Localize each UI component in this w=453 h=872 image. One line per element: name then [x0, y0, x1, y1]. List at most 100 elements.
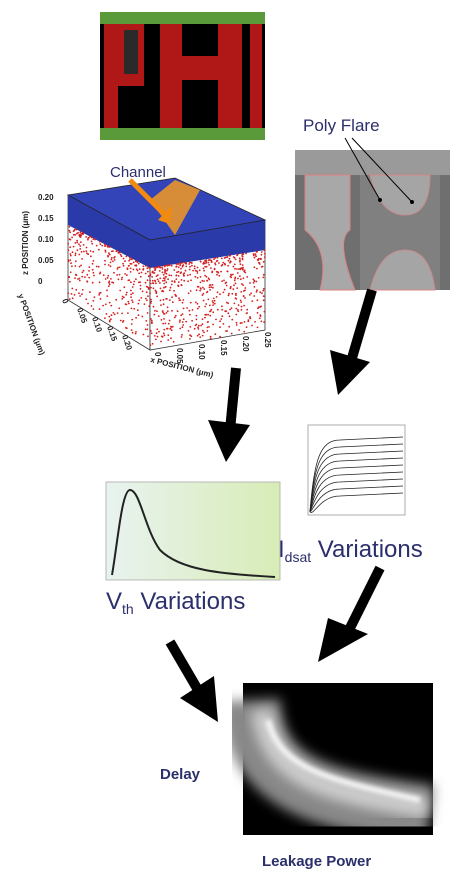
scatter-dot [127, 279, 130, 282]
scatter-dot [124, 273, 126, 275]
scatter-dot [99, 298, 102, 300]
scatter-dot [107, 255, 109, 258]
scatter-dot [239, 275, 241, 277]
scatter-dot [79, 241, 82, 244]
scatter-dot [253, 280, 256, 283]
scatter-dot [122, 262, 124, 265]
scatter-dot [252, 278, 255, 281]
scatter-dot [104, 251, 107, 253]
scatter-dot [260, 251, 263, 253]
scatter-dot [155, 332, 158, 335]
scatter-dot [149, 302, 152, 304]
scatter-dot [210, 286, 213, 289]
scatter-dot [219, 326, 221, 329]
scatter-dot [67, 292, 70, 294]
scatter-dot [92, 260, 95, 262]
scatter-dot [132, 283, 135, 286]
scatter-dot [159, 266, 162, 269]
scatter-dot [200, 288, 202, 290]
scatter-dot [216, 308, 219, 311]
poly-flare-label: Poly Flare [303, 116, 380, 135]
scatter-dot [88, 270, 90, 272]
scatter-dot [240, 291, 243, 293]
scatter-dot [104, 249, 107, 252]
scatter-dot [156, 310, 158, 313]
scatter-dot [253, 295, 256, 297]
scatter-dot [145, 291, 148, 294]
scatter-dot [186, 307, 189, 309]
scatter-dot [163, 312, 165, 315]
scatter-dot [229, 308, 232, 311]
scatter-dot [67, 260, 70, 263]
scatter-dot [99, 291, 102, 294]
scatter-dot [168, 274, 171, 277]
z-tick-label: 0.15 [38, 214, 54, 223]
scatter-dot [221, 315, 224, 318]
scatter-dot [104, 259, 106, 262]
scatter-dot [186, 274, 189, 277]
scatter-dot [169, 286, 172, 289]
scatter-dot [256, 299, 259, 302]
scatter-dot [170, 329, 173, 332]
scatter-dot [137, 314, 140, 317]
scatter-dot [121, 297, 124, 300]
scatter-dot [164, 285, 167, 288]
scatter-dot [207, 313, 210, 316]
scatter-dot [98, 240, 101, 243]
scatter-dot [177, 285, 180, 288]
scatter-dot [220, 257, 223, 260]
scatter-dot [150, 298, 152, 301]
scatter-dot [99, 272, 101, 275]
scatter-dot [142, 333, 145, 336]
scatter-dot [160, 340, 162, 343]
scatter-dot [164, 270, 167, 273]
scatter-dot [166, 269, 168, 272]
scatter-dot [199, 276, 202, 278]
scatter-dot [243, 330, 246, 333]
scatter-dot [258, 262, 260, 264]
scatter-dot [138, 299, 141, 302]
vth-main: V [106, 588, 122, 615]
scatter-dot [164, 276, 167, 278]
scatter-dot [214, 333, 217, 336]
scatter-dot [255, 251, 258, 253]
scatter-dot [127, 312, 129, 314]
scatter-dot [71, 265, 73, 268]
scatter-dot [259, 306, 262, 308]
scatter-dot [80, 232, 83, 235]
scatter-dot [213, 299, 216, 302]
scatter-dot [155, 266, 158, 269]
scatter-dot [188, 261, 191, 264]
scatter-dot [255, 255, 257, 258]
scatter-dot [181, 326, 184, 329]
scatter-dot [112, 260, 114, 263]
scatter-dot [121, 321, 124, 323]
scatter-dot [197, 326, 199, 329]
scatter-dot [150, 332, 153, 335]
scatter-dot [108, 281, 110, 284]
scatter-dot [250, 292, 253, 295]
scatter-dot [148, 266, 150, 269]
scatter-dot [117, 278, 120, 281]
scatter-dot [205, 265, 208, 268]
scatter-dot [195, 289, 198, 292]
scatter-dot [215, 318, 217, 321]
scatter-dot [206, 290, 209, 293]
scatter-dot [262, 295, 265, 298]
scatter-dot [144, 328, 147, 331]
scatter-dot [241, 264, 244, 266]
scatter-dot [255, 280, 258, 283]
scatter-dot [135, 316, 138, 319]
scatter-dot [221, 280, 224, 283]
scatter-dot [259, 315, 262, 317]
scatter-dot [204, 316, 206, 319]
scatter-dot [215, 296, 218, 298]
scatter-dot [234, 267, 236, 270]
scatter-dot [216, 256, 219, 259]
scatter-dot [190, 279, 192, 282]
scatter-dot [225, 301, 228, 304]
scatter-dot [196, 302, 199, 305]
scatter-dot [167, 322, 170, 325]
scatter-dot [233, 302, 236, 305]
scatter-dot [195, 318, 198, 321]
